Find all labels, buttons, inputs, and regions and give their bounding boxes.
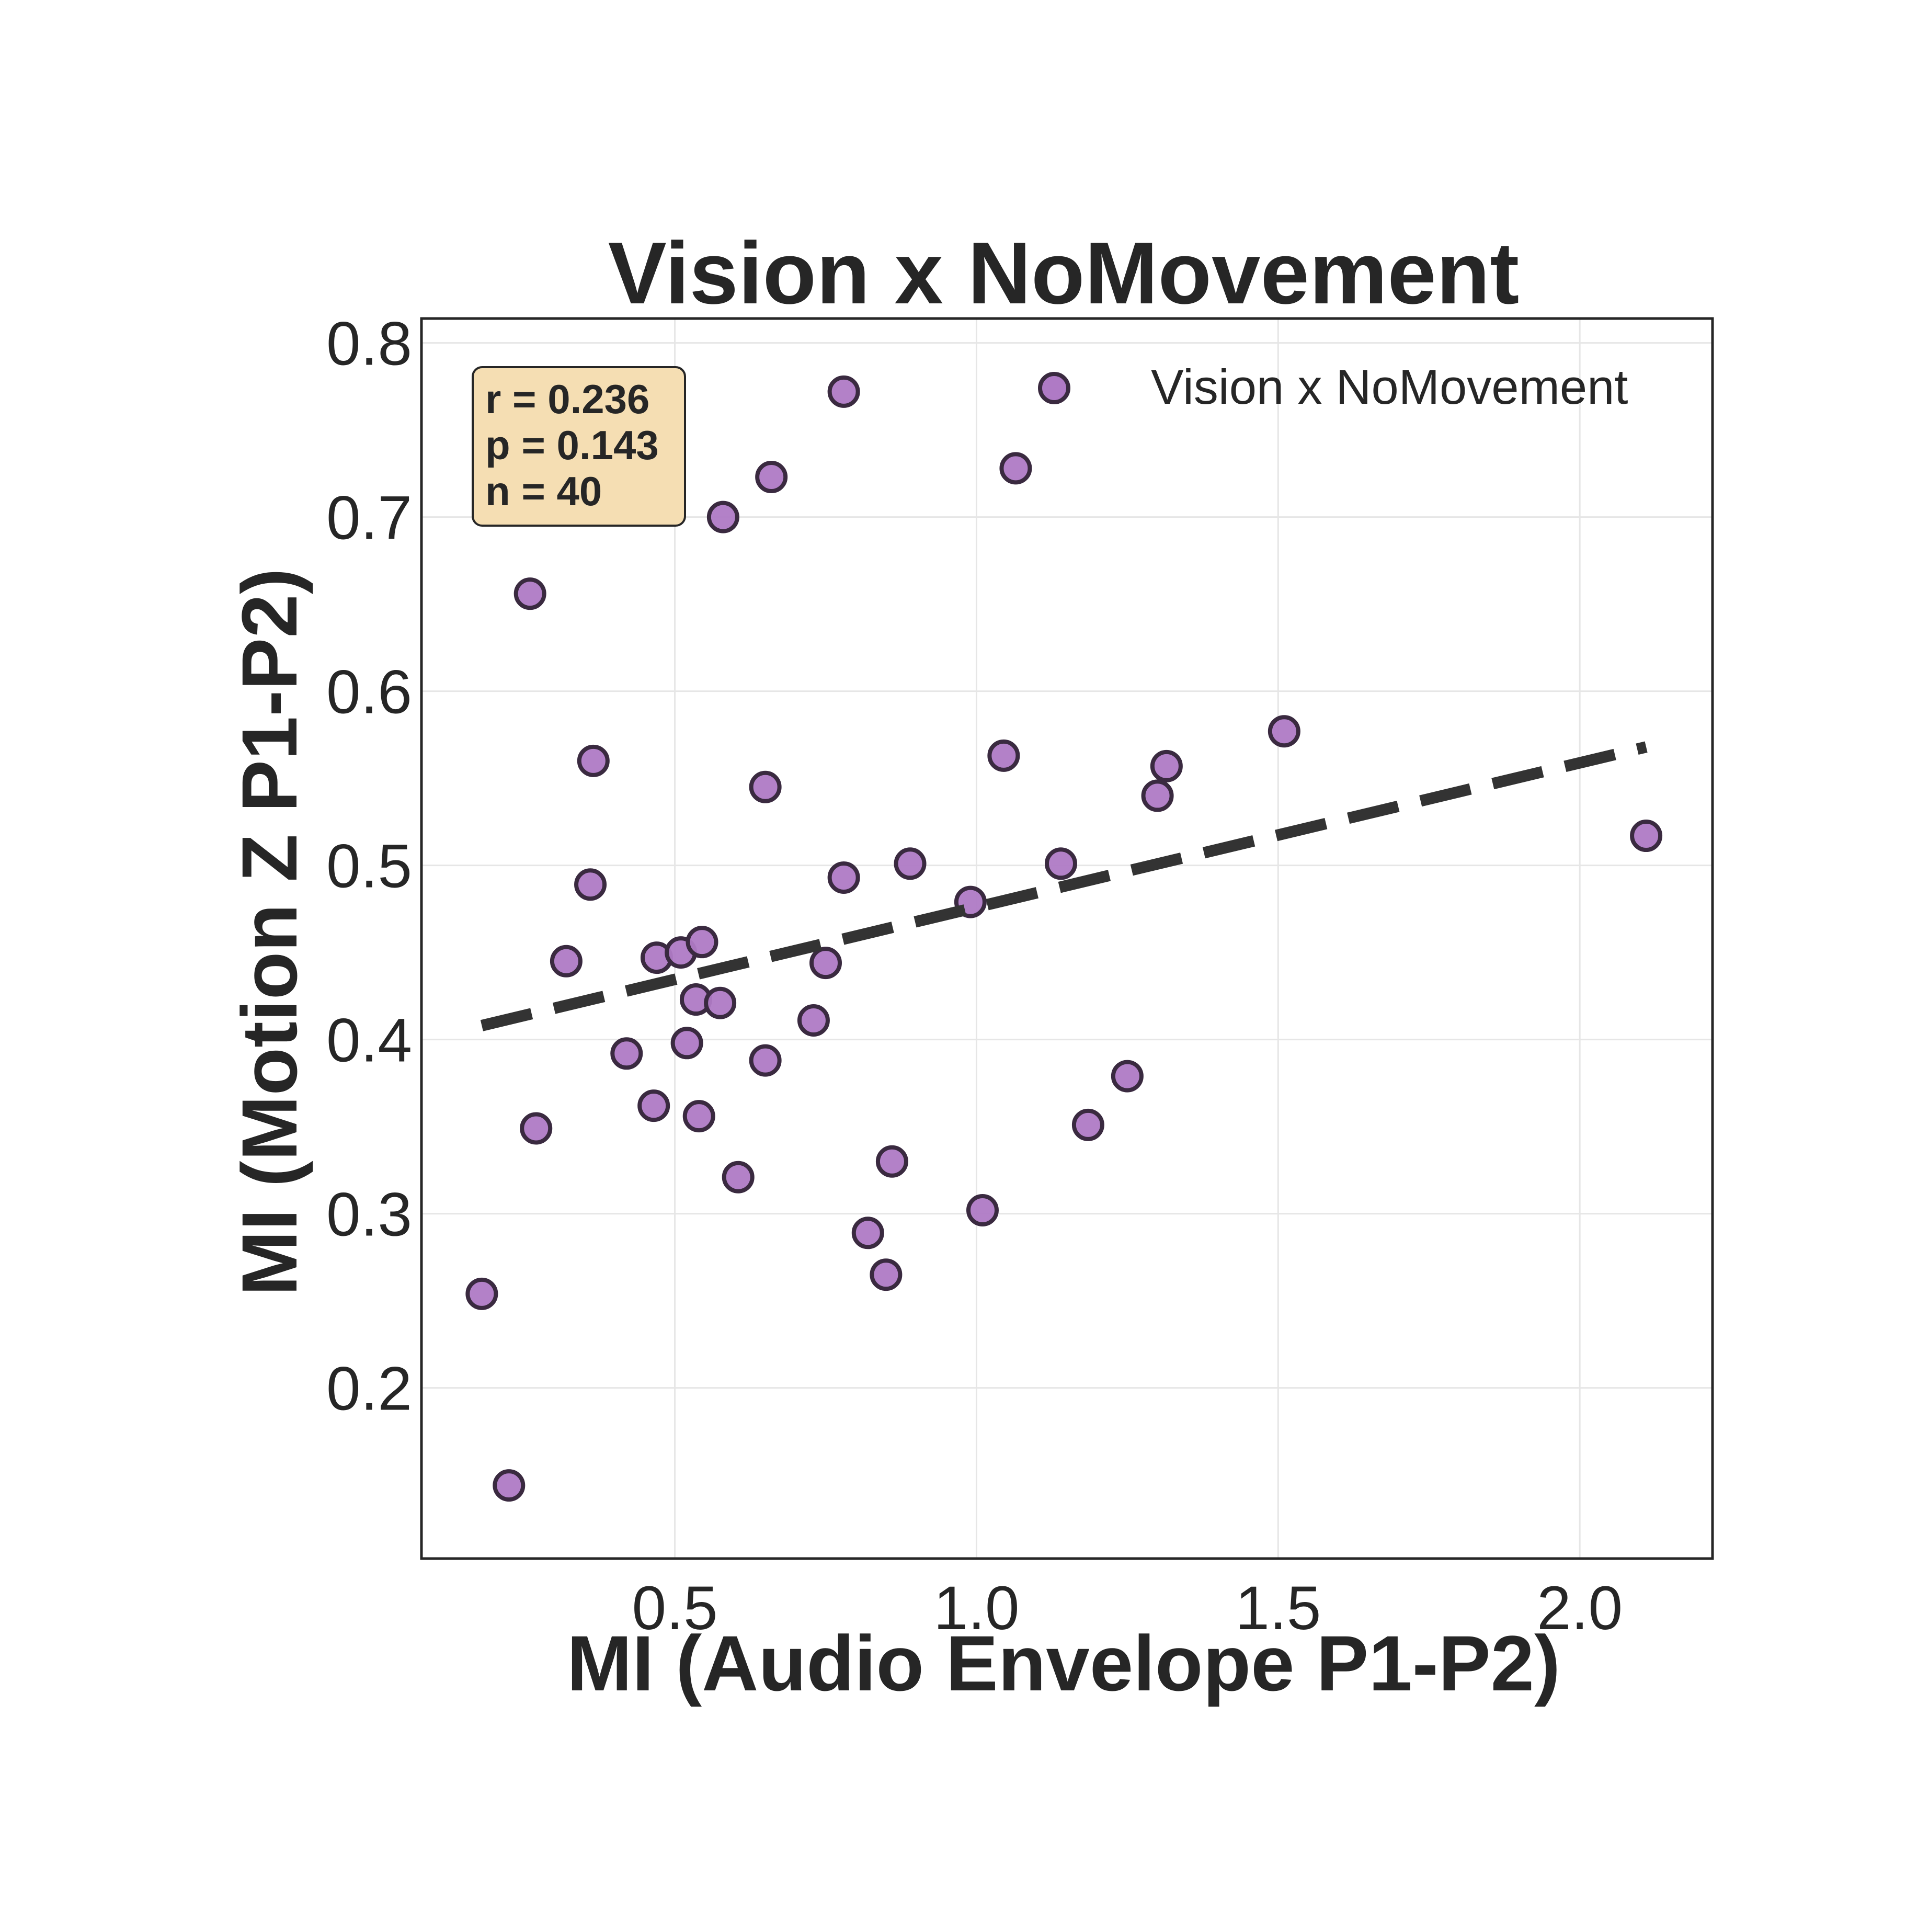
- data-point: [1150, 749, 1183, 782]
- stats-line: n = 40: [485, 468, 602, 514]
- y-tick-label: 0.3: [326, 1180, 412, 1249]
- x-tick-label: 2.0: [1537, 1574, 1623, 1643]
- legend-label: Vision x NoMovement: [1151, 359, 1628, 414]
- data-point: [870, 1258, 903, 1291]
- chart-title: Vision x NoMovement: [608, 224, 1520, 322]
- data-point: [827, 375, 860, 408]
- legend-marker: [1038, 372, 1070, 404]
- data-point: [851, 1217, 884, 1249]
- data-point: [520, 1112, 553, 1145]
- data-point: [1268, 715, 1300, 748]
- data-point: [686, 926, 718, 959]
- data-point: [550, 945, 583, 978]
- data-point: [493, 1469, 526, 1502]
- data-point: [809, 947, 842, 980]
- data-point: [797, 1004, 830, 1037]
- data-point: [999, 452, 1032, 485]
- regression-line: [480, 741, 1648, 1031]
- data-point: [513, 577, 546, 610]
- data-point: [465, 1277, 498, 1310]
- data-point: [704, 986, 737, 1019]
- stats-line: p = 0.143: [485, 422, 659, 468]
- data-point: [574, 868, 607, 901]
- x-tick-label: 0.5: [632, 1574, 718, 1643]
- y-tick-label: 0.4: [326, 1006, 412, 1075]
- data-point: [610, 1037, 643, 1070]
- x-tick-label: 1.0: [933, 1574, 1019, 1643]
- data-point: [637, 1089, 670, 1122]
- data-point: [1630, 820, 1663, 853]
- data-point: [755, 461, 788, 494]
- data-point: [1071, 1108, 1104, 1141]
- data-point: [722, 1161, 755, 1194]
- data-point: [827, 861, 860, 894]
- data-point: [749, 1044, 782, 1077]
- data-point: [1141, 779, 1174, 812]
- data-point: [706, 501, 739, 533]
- stats-box: [472, 366, 686, 527]
- data-point: [1044, 847, 1077, 880]
- data-point: [875, 1145, 908, 1178]
- data-point: [1111, 1060, 1144, 1093]
- y-tick-label: 0.7: [326, 484, 412, 553]
- y-axis-label: MI (Motion Z P1-P2): [225, 568, 313, 1296]
- data-point: [749, 770, 782, 803]
- data-point: [670, 1027, 703, 1060]
- y-tick-label: 0.5: [326, 832, 412, 901]
- data-point: [894, 847, 927, 880]
- y-tick-label: 0.8: [326, 310, 412, 379]
- x-axis-label: MI (Audio Envelope P1-P2): [567, 1619, 1560, 1707]
- y-tick-label: 0.6: [326, 658, 412, 727]
- plot-frame: [420, 317, 1714, 1560]
- stats-line: r = 0.236: [485, 376, 649, 422]
- data-point: [682, 1100, 715, 1133]
- data-point: [987, 739, 1020, 772]
- y-tick-label: 0.2: [326, 1355, 412, 1424]
- data-point: [966, 1194, 999, 1226]
- data-point: [577, 744, 610, 777]
- x-tick-label: 1.5: [1235, 1574, 1321, 1643]
